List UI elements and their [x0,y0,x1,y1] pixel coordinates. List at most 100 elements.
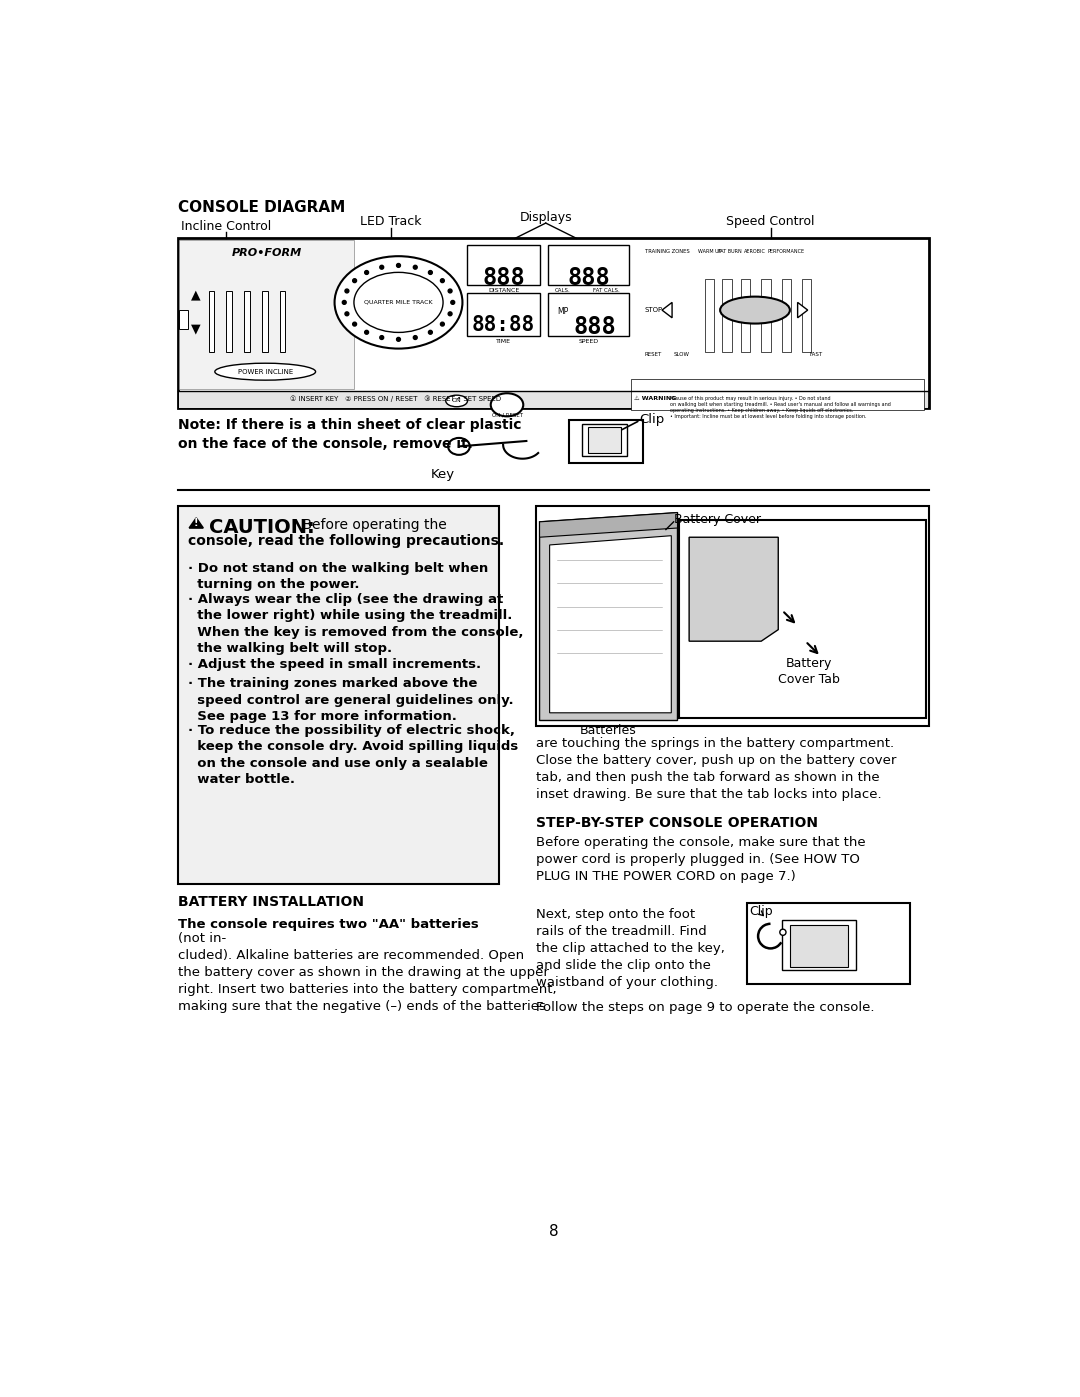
Text: ▼: ▼ [191,323,200,335]
Text: MP: MP [557,307,569,316]
Ellipse shape [446,395,468,407]
Bar [179,310,189,330]
Text: Note: If there is a thin sheet of clear plastic
on the face of the console, remo: Note: If there is a thin sheet of clear … [177,418,522,451]
Text: CAUTION:: CAUTION: [208,518,314,536]
Circle shape [450,300,455,305]
Text: ⚠ WARNING: ⚠ WARNING [634,395,676,401]
Text: 888: 888 [482,267,525,291]
Text: POWER INCLINE: POWER INCLINE [238,369,293,374]
Text: Misuse of this product may result in serious injury. • Do not stand
on walking b: Misuse of this product may result in ser… [670,395,891,419]
Ellipse shape [490,393,524,416]
Text: FAT BURN: FAT BURN [718,249,742,254]
Text: 888: 888 [567,267,610,291]
Text: SLOW: SLOW [674,352,690,358]
Text: !: ! [194,518,199,528]
Text: STEP-BY-STEP CONSOLE OPERATION: STEP-BY-STEP CONSOLE OPERATION [537,816,819,830]
Bar [244,291,249,352]
Ellipse shape [335,256,462,349]
Text: Before operating the console, make sure that the
power cord is properly plugged : Before operating the console, make sure … [537,835,866,883]
Text: FAT CALS.: FAT CALS. [593,288,620,293]
Bar [179,240,353,390]
Bar [280,291,285,352]
Circle shape [448,289,453,293]
Bar [569,420,643,462]
Text: CONSOLE DIAGRAM: CONSOLE DIAGRAM [177,200,345,215]
Text: FAST: FAST [809,352,822,358]
Text: DISTANCE: DISTANCE [488,288,519,293]
Polygon shape [189,518,203,528]
Bar [782,921,855,970]
Text: · Adjust the speed in small increments.: · Adjust the speed in small increments. [188,658,481,671]
Bar [208,291,214,352]
Text: ▲: ▲ [191,288,200,302]
Polygon shape [550,535,672,712]
Text: TIME: TIME [496,338,511,344]
Bar [679,520,926,718]
Bar [548,293,630,335]
Circle shape [396,338,401,341]
Text: Key: Key [431,468,455,481]
Circle shape [448,312,453,316]
Bar [467,293,540,335]
Text: Follow the steps on page 9 to operate the console.: Follow the steps on page 9 to operate th… [537,1000,875,1014]
Bar [723,279,732,352]
Bar [548,244,630,285]
Text: TRAINING ZONES: TRAINING ZONES [645,249,690,254]
Text: console, read the following precautions.: console, read the following precautions. [188,534,504,548]
Circle shape [414,265,417,270]
Bar [537,507,930,726]
Ellipse shape [354,272,443,332]
Bar [782,279,792,352]
Polygon shape [662,302,672,317]
Text: ① INSERT KEY   ② PRESS ON / RESET   ③ RESET • SET SPEED: ① INSERT KEY ② PRESS ON / RESET ③ RESET … [291,395,501,402]
Bar [631,380,924,411]
Bar [177,239,930,408]
Ellipse shape [720,296,789,324]
Circle shape [380,335,383,339]
Bar [227,291,232,352]
Bar [801,279,811,352]
Text: WARM UP: WARM UP [699,249,721,254]
Text: Batteries: Batteries [579,724,636,736]
Bar [761,279,770,352]
Text: are touching the springs in the battery compartment.
Close the battery cover, pu: are touching the springs in the battery … [537,738,896,802]
Circle shape [380,265,383,270]
Text: ON: ON [451,398,461,404]
Bar [747,902,910,983]
Circle shape [441,323,444,326]
Text: Clip: Clip [638,412,664,426]
Text: The console requires two "AA" batteries: The console requires two "AA" batteries [177,918,478,932]
Text: Displays: Displays [519,211,572,224]
Circle shape [396,264,401,267]
Text: Before operating the: Before operating the [298,518,446,532]
Text: QUARTER MILE TRACK: QUARTER MILE TRACK [364,300,433,305]
Text: 888: 888 [573,314,617,338]
Text: RESET: RESET [645,352,662,358]
Circle shape [345,312,349,316]
Bar [177,507,499,884]
Text: ON / RESET: ON / RESET [491,412,523,418]
Text: Clip: Clip [750,905,773,918]
Bar [262,291,268,352]
Ellipse shape [448,437,470,455]
Bar [582,425,627,457]
Circle shape [780,929,786,936]
Text: LED Track: LED Track [360,215,421,228]
Bar [179,391,928,408]
Circle shape [365,330,368,334]
Polygon shape [798,302,808,317]
Text: Incline Control: Incline Control [181,219,271,233]
Circle shape [353,279,356,282]
Circle shape [429,330,432,334]
Circle shape [353,323,356,326]
Text: Next, step onto the foot
rails of the treadmill. Find
the clip attached to the k: Next, step onto the foot rails of the tr… [537,908,726,989]
Bar [741,279,751,352]
Text: PERFORMANCE: PERFORMANCE [768,249,805,254]
Polygon shape [540,513,677,721]
Text: 88:88: 88:88 [472,314,535,335]
Polygon shape [540,513,677,538]
Ellipse shape [215,363,315,380]
Text: BATTERY INSTALLATION: BATTERY INSTALLATION [177,895,364,909]
Bar [589,427,621,453]
Circle shape [365,271,368,274]
